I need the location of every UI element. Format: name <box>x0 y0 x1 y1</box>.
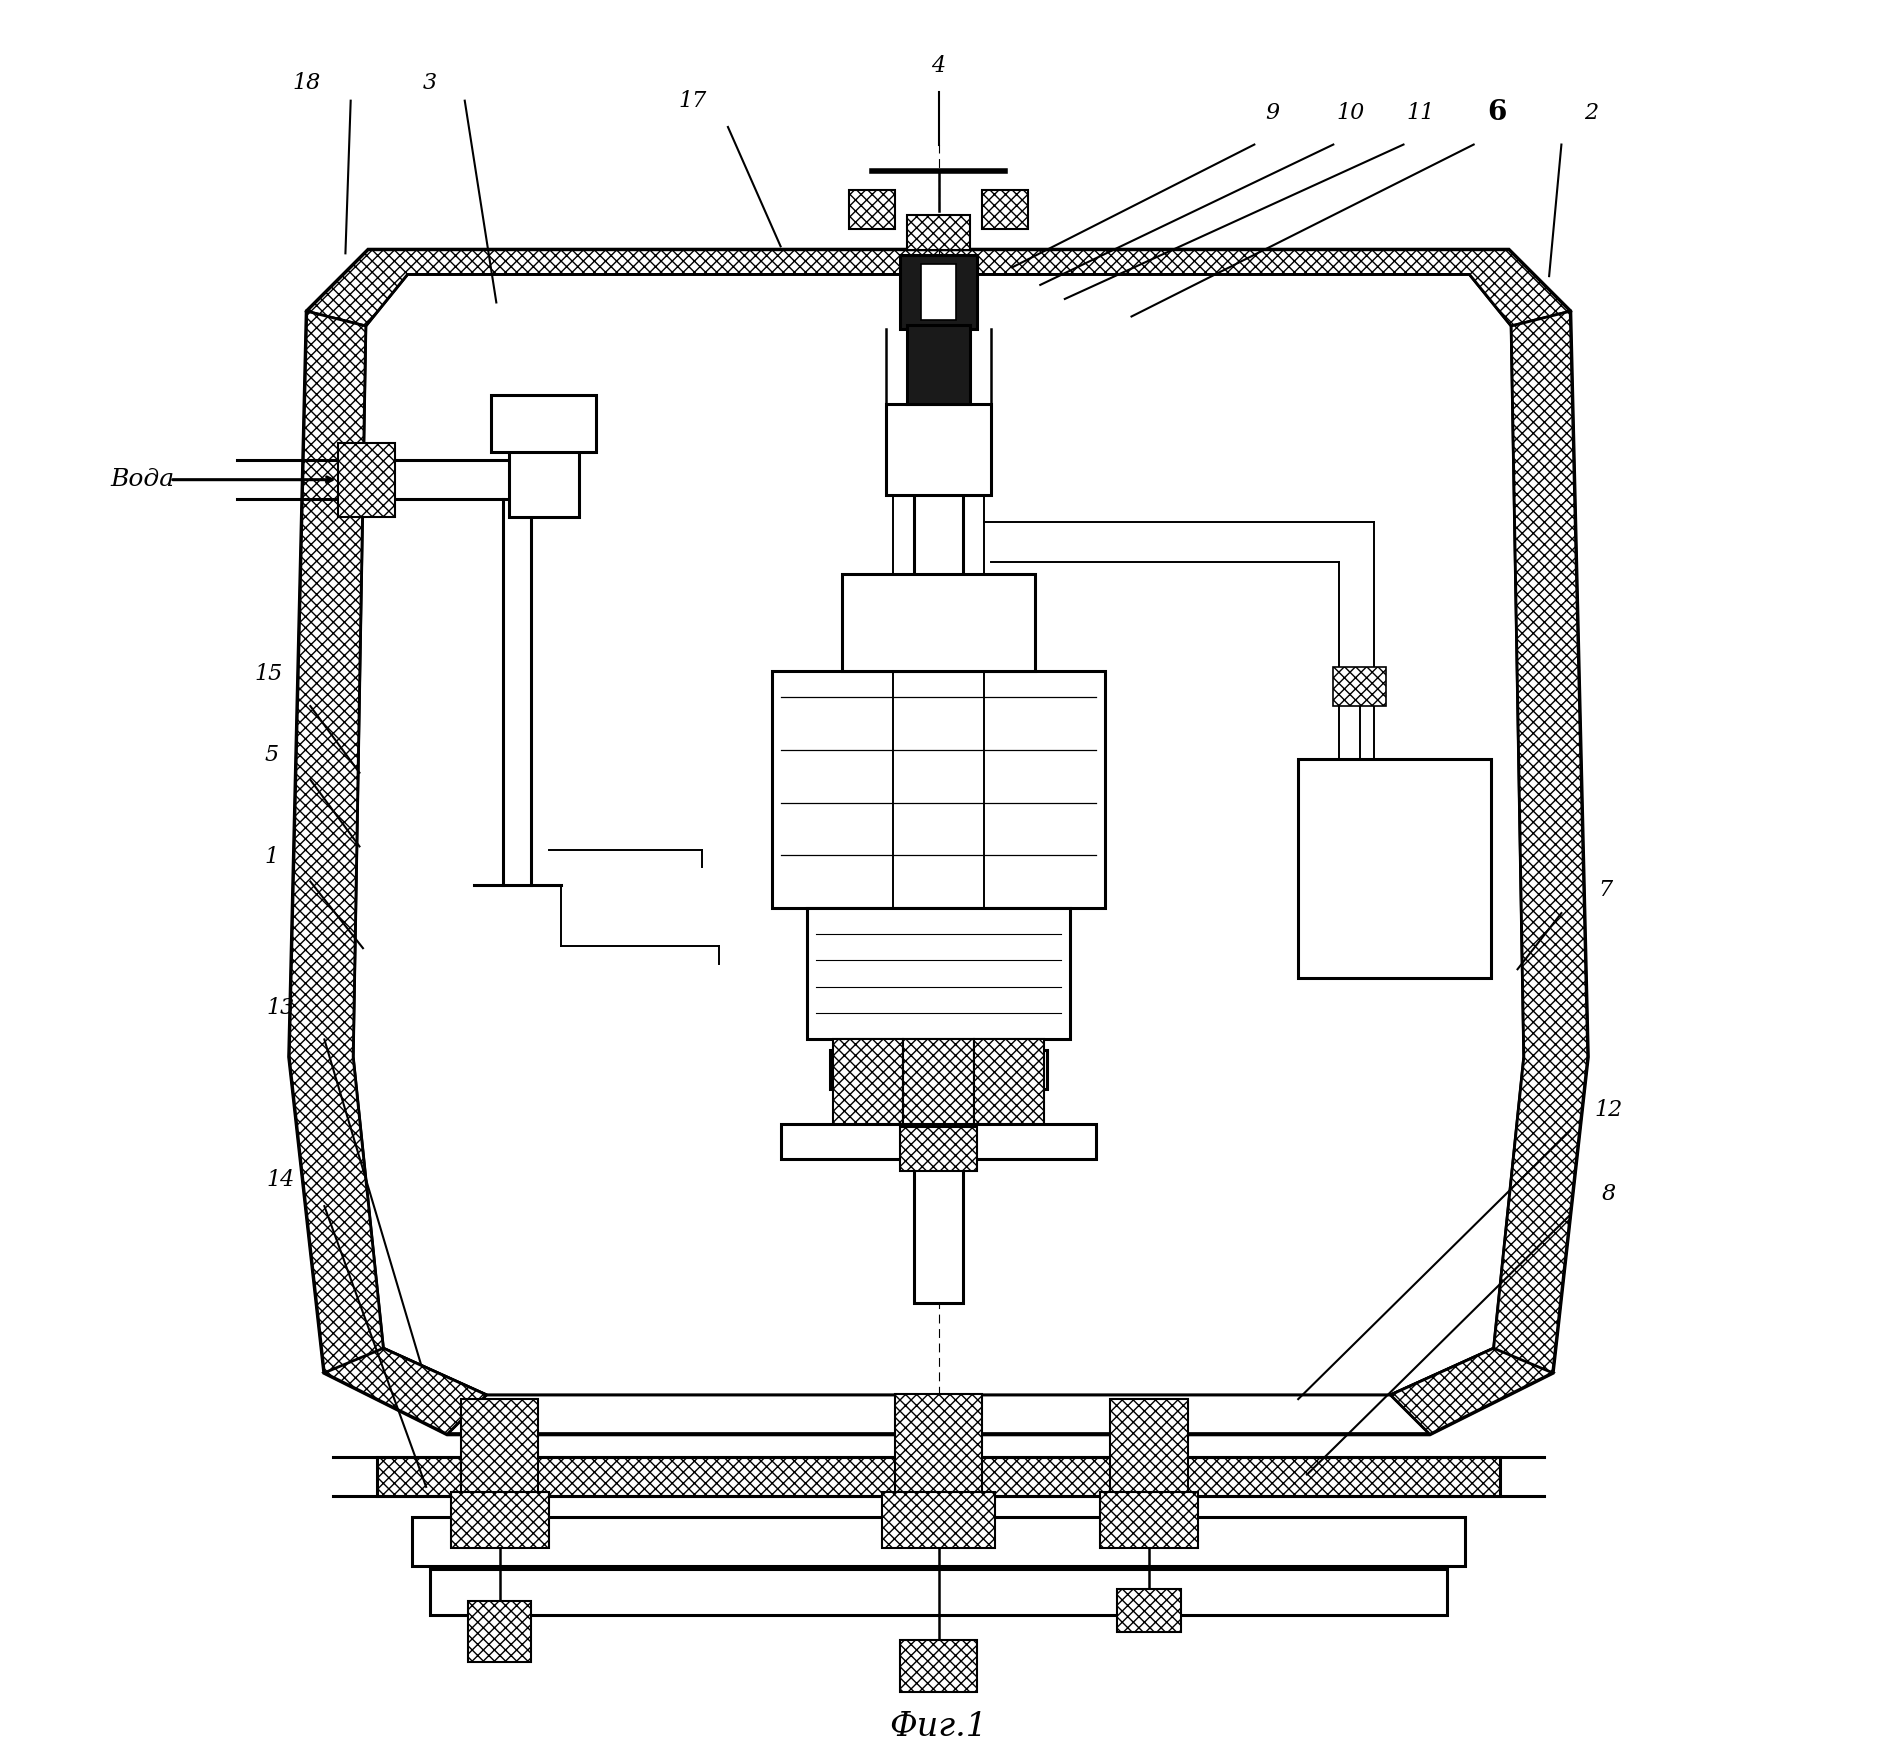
Bar <box>882 1491 995 1548</box>
Bar <box>413 1516 1464 1566</box>
Bar <box>899 1127 978 1171</box>
Bar <box>895 1395 982 1495</box>
Bar <box>1117 1588 1181 1633</box>
Bar <box>899 1640 978 1692</box>
Text: Вода: Вода <box>111 469 175 492</box>
Bar <box>377 1456 1500 1495</box>
Text: 9: 9 <box>1265 102 1278 123</box>
Polygon shape <box>325 1349 486 1435</box>
Text: 8: 8 <box>1601 1183 1616 1204</box>
Bar <box>974 1040 1044 1123</box>
Bar <box>922 264 955 321</box>
Text: 13: 13 <box>267 996 295 1019</box>
Polygon shape <box>306 250 1571 326</box>
Text: 1: 1 <box>265 846 280 867</box>
Text: 15: 15 <box>253 663 282 686</box>
Bar <box>886 404 991 495</box>
Bar <box>903 1040 974 1123</box>
Text: 18: 18 <box>293 72 321 93</box>
Bar <box>1100 1491 1198 1548</box>
Bar <box>1299 758 1490 978</box>
Text: 7: 7 <box>1597 880 1612 901</box>
Text: 5: 5 <box>265 744 280 767</box>
Bar <box>492 395 597 451</box>
Polygon shape <box>1391 312 1588 1435</box>
Text: 12: 12 <box>1595 1098 1624 1121</box>
Bar <box>914 404 963 1303</box>
Bar <box>771 672 1106 908</box>
Text: 17: 17 <box>679 90 708 111</box>
Polygon shape <box>1391 1349 1552 1435</box>
Polygon shape <box>353 275 1524 1395</box>
Text: 14: 14 <box>267 1169 295 1190</box>
Bar <box>430 1569 1447 1615</box>
Text: 11: 11 <box>1408 102 1436 123</box>
Bar <box>1111 1400 1188 1495</box>
Bar <box>807 908 1070 1040</box>
Bar <box>899 256 978 328</box>
Polygon shape <box>289 312 486 1435</box>
Bar <box>450 1491 548 1548</box>
Text: 6: 6 <box>1487 99 1505 127</box>
Bar <box>1333 668 1385 705</box>
Text: 4: 4 <box>931 55 946 76</box>
Bar <box>338 443 394 517</box>
Bar <box>833 1040 903 1123</box>
Bar <box>509 443 578 517</box>
Bar <box>848 190 895 229</box>
Bar <box>907 215 970 250</box>
Bar <box>467 1601 531 1663</box>
Text: 2: 2 <box>1584 102 1599 123</box>
Bar <box>982 190 1029 229</box>
Polygon shape <box>289 250 1588 1435</box>
Bar <box>462 1400 539 1495</box>
Bar <box>830 1051 1047 1088</box>
Text: 3: 3 <box>422 72 437 93</box>
Bar <box>907 324 970 404</box>
Bar <box>843 575 1034 672</box>
Text: Фиг.1: Фиг.1 <box>890 1712 987 1744</box>
Bar <box>781 1123 1096 1158</box>
Text: 10: 10 <box>1336 102 1365 123</box>
